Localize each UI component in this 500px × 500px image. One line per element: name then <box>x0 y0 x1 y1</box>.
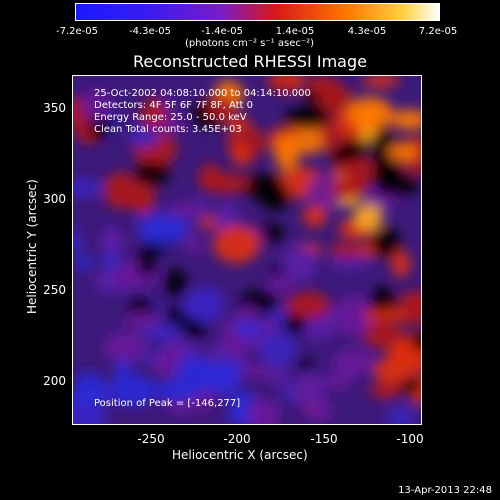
heatmap-blob <box>230 143 247 156</box>
x-tick-label: -100 <box>396 432 424 446</box>
heatmap-blob <box>390 109 421 130</box>
heatmap-blob <box>186 286 225 323</box>
heatmap-blob <box>286 291 331 319</box>
heatmap-blob <box>176 354 211 387</box>
heatmap-blob <box>246 397 280 424</box>
heatmap-blob <box>242 173 285 200</box>
heatmap-blob <box>165 268 187 298</box>
colorbar-tick: -7.2e-05 <box>56 26 98 37</box>
heatmap-blob <box>384 161 402 182</box>
heatmap-blob <box>271 367 289 387</box>
heatmap-blob <box>73 178 104 198</box>
heatmap-blob <box>306 76 339 95</box>
footer-timestamp: 13-Apr-2013 22:48 <box>398 485 492 496</box>
heatmap-blob <box>76 255 93 271</box>
heatmap-blob <box>282 245 317 282</box>
chart-title: Reconstructed RHESSI Image <box>133 52 367 71</box>
colorbar-tick: -1.4e-05 <box>201 26 243 37</box>
heatmap-blob <box>353 203 383 231</box>
y-axis-label: Heliocentric Y (arcsec) <box>25 179 39 314</box>
heatmap-blob <box>329 242 364 259</box>
heatmap-blob <box>258 329 297 368</box>
heatmap-blob <box>369 382 403 399</box>
heatmap-blob <box>362 308 407 322</box>
heatmap-blob <box>100 248 123 272</box>
heatmap-blob <box>361 76 400 88</box>
heatmap-blob <box>373 357 413 384</box>
heatmap-blob <box>302 204 327 228</box>
heatmap-blob <box>73 389 98 404</box>
colorbar <box>75 3 440 21</box>
heatmap-blob <box>269 78 296 93</box>
y-tick-label: 200 <box>43 374 66 388</box>
plot-area <box>72 75 422 425</box>
y-tick-label: 300 <box>43 192 66 206</box>
heatmap-blob <box>363 322 404 350</box>
heatmap-blob <box>371 227 401 258</box>
heatmap-blob <box>371 127 396 166</box>
heatmap-blob <box>103 331 147 362</box>
heatmap-blob <box>387 142 420 162</box>
colorbar-tick: 1.4e-05 <box>275 26 315 37</box>
heatmap-blob <box>411 335 421 352</box>
heatmap-image <box>73 76 421 424</box>
annotation-peak: Position of Peak = [-146,277] <box>94 398 241 409</box>
heatmap-blob <box>332 177 361 200</box>
heatmap-blob <box>274 133 300 172</box>
heatmap-blob <box>103 225 121 254</box>
heatmap-blob <box>134 161 170 186</box>
x-tick-label: -150 <box>310 432 338 446</box>
colorbar-tick: 7.2e-05 <box>418 26 458 37</box>
heatmap-blob <box>387 343 414 362</box>
heatmap-blob <box>81 89 111 122</box>
heatmap-blob <box>184 232 203 254</box>
heatmap-blob <box>140 217 188 245</box>
heatmap-blob <box>73 228 83 256</box>
annotation-detectors: Detectors: 4F 5F 6F 7F 8F, Att 0 <box>94 100 254 111</box>
heatmap-blob <box>128 182 156 215</box>
heatmap-blob <box>213 225 260 264</box>
heatmap-blob <box>320 119 341 154</box>
heatmap-blob <box>386 406 416 424</box>
heatmap-blob <box>399 378 421 393</box>
colorbar-tick: -4.3e-05 <box>129 26 171 37</box>
heatmap-blob <box>266 274 293 295</box>
x-tick-label: -200 <box>223 432 251 446</box>
heatmap-blob <box>167 202 198 217</box>
heatmap-blob <box>400 290 421 307</box>
heatmap-blob <box>198 360 245 380</box>
colorbar-unit: (photons cm⁻² s⁻¹ asec⁻²) <box>185 38 315 49</box>
heatmap-blob <box>290 370 325 411</box>
heatmap-blob <box>327 256 371 270</box>
heatmap-blob <box>284 106 332 130</box>
heatmap-blob <box>240 363 261 378</box>
x-tick-label: -250 <box>137 432 165 446</box>
heatmap-blob <box>205 95 236 119</box>
heatmap-blob <box>284 312 307 335</box>
annotation-counts: Clean Total counts: 3.45E+03 <box>94 124 242 135</box>
heatmap-blob <box>346 96 393 131</box>
heatmap-blob <box>198 163 222 193</box>
colorbar-tick: 4.3e-05 <box>347 26 387 37</box>
annotation-time: 25-Oct-2002 04:08:10.000 to 04:14:10.000 <box>94 88 311 99</box>
y-tick-label: 250 <box>43 283 66 297</box>
heatmap-blob <box>124 311 162 330</box>
annotation-energy: Energy Range: 25.0 - 50.0 keV <box>94 112 247 123</box>
y-tick-label: 350 <box>43 101 66 115</box>
heatmap-blob <box>237 305 259 325</box>
heatmap-blob <box>391 250 411 277</box>
heatmap-blob <box>128 126 160 148</box>
heatmap-blob <box>322 372 354 389</box>
heatmap-blob <box>224 115 250 130</box>
heatmap-blob <box>153 120 185 134</box>
x-axis-label: Heliocentric X (arcsec) <box>172 448 308 462</box>
heatmap-blob <box>73 403 103 424</box>
heatmap-blob <box>333 347 373 377</box>
heatmap-blob <box>137 245 156 278</box>
